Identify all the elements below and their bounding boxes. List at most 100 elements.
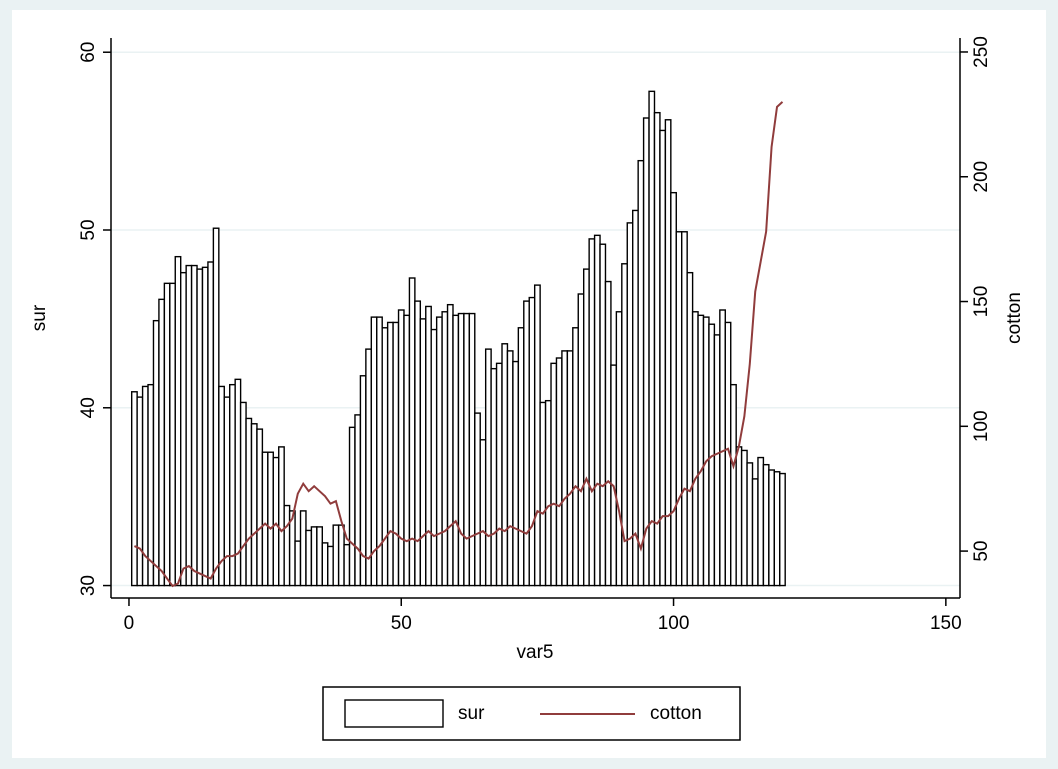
bar <box>272 456 280 587</box>
bar <box>468 312 476 587</box>
bar <box>174 255 182 587</box>
bar <box>414 300 422 587</box>
bar <box>163 282 171 587</box>
bar <box>283 504 291 587</box>
bar <box>642 117 650 587</box>
bar <box>686 271 694 587</box>
y-tick-label: 30 <box>78 575 99 596</box>
bar <box>615 311 623 587</box>
bar <box>762 463 770 587</box>
bar <box>746 462 754 587</box>
bar <box>550 362 558 587</box>
bar <box>528 296 536 587</box>
bar <box>294 540 302 587</box>
bar <box>670 191 677 587</box>
y-axis-title: sur <box>29 304 50 331</box>
bar <box>430 328 438 587</box>
bar <box>196 268 204 587</box>
bar <box>610 364 618 587</box>
bar <box>152 319 160 587</box>
bar <box>218 385 225 587</box>
bar <box>310 526 318 587</box>
bar <box>572 327 579 587</box>
bar <box>517 327 525 587</box>
bar <box>768 469 775 587</box>
bar <box>381 327 389 587</box>
bar <box>201 266 209 587</box>
bar <box>593 234 601 587</box>
bar <box>474 412 481 587</box>
bar <box>136 396 144 587</box>
bar <box>735 446 743 587</box>
bar <box>648 90 656 587</box>
bar <box>305 529 313 587</box>
bar <box>566 350 574 587</box>
bar <box>740 449 748 587</box>
bar <box>397 309 405 587</box>
bar <box>512 360 520 587</box>
bar <box>675 231 683 587</box>
y2-tick-label: 250 <box>971 36 992 68</box>
bar <box>425 305 432 587</box>
bar <box>501 343 509 587</box>
y2-tick-label: 200 <box>971 161 992 193</box>
x-tick-label: 50 <box>391 613 412 634</box>
bar <box>348 426 356 587</box>
bar <box>392 321 400 587</box>
bar <box>299 510 307 587</box>
y2-axis-title: cotton <box>1004 292 1025 344</box>
bar <box>158 298 166 587</box>
bar <box>207 261 215 587</box>
bar <box>147 383 155 587</box>
legend-label: cotton <box>650 703 702 724</box>
bar <box>169 282 176 587</box>
bar <box>239 401 247 587</box>
bar <box>757 456 765 587</box>
y-tick-label: 50 <box>78 219 99 240</box>
bar <box>337 524 345 587</box>
x-axis-title: var5 <box>517 642 554 663</box>
bar <box>632 209 639 587</box>
bar <box>441 311 449 587</box>
bar <box>490 367 498 587</box>
bar <box>180 271 187 587</box>
bar <box>267 451 274 587</box>
bar <box>555 357 563 587</box>
bar <box>604 280 612 587</box>
y2-tick-label: 150 <box>971 286 992 318</box>
bar <box>403 314 411 587</box>
bar <box>354 414 362 587</box>
y2-tick-label: 50 <box>971 541 992 562</box>
bar <box>626 222 634 587</box>
bar <box>365 348 373 587</box>
bar <box>681 231 688 587</box>
bar <box>457 312 465 587</box>
bar <box>343 543 351 587</box>
bar <box>588 238 596 587</box>
bar <box>697 314 705 587</box>
bar <box>599 243 607 587</box>
bar <box>463 312 471 587</box>
bar <box>561 350 569 587</box>
bar <box>691 311 699 587</box>
bar <box>261 451 269 587</box>
bar <box>212 227 220 587</box>
bar <box>130 391 138 587</box>
bar <box>278 446 285 587</box>
bar <box>484 348 492 587</box>
bar <box>653 111 661 587</box>
bar <box>533 284 541 587</box>
bar <box>250 423 258 587</box>
bar <box>582 268 590 587</box>
bar <box>751 478 759 587</box>
y2-tick-label: 100 <box>971 410 992 442</box>
legend-swatch <box>344 699 444 728</box>
bar <box>435 316 443 587</box>
bar <box>506 350 514 587</box>
bar <box>446 303 454 587</box>
y-tick-label: 60 <box>78 42 99 63</box>
bar <box>577 293 585 587</box>
bar <box>245 417 253 587</box>
bar <box>316 526 323 587</box>
